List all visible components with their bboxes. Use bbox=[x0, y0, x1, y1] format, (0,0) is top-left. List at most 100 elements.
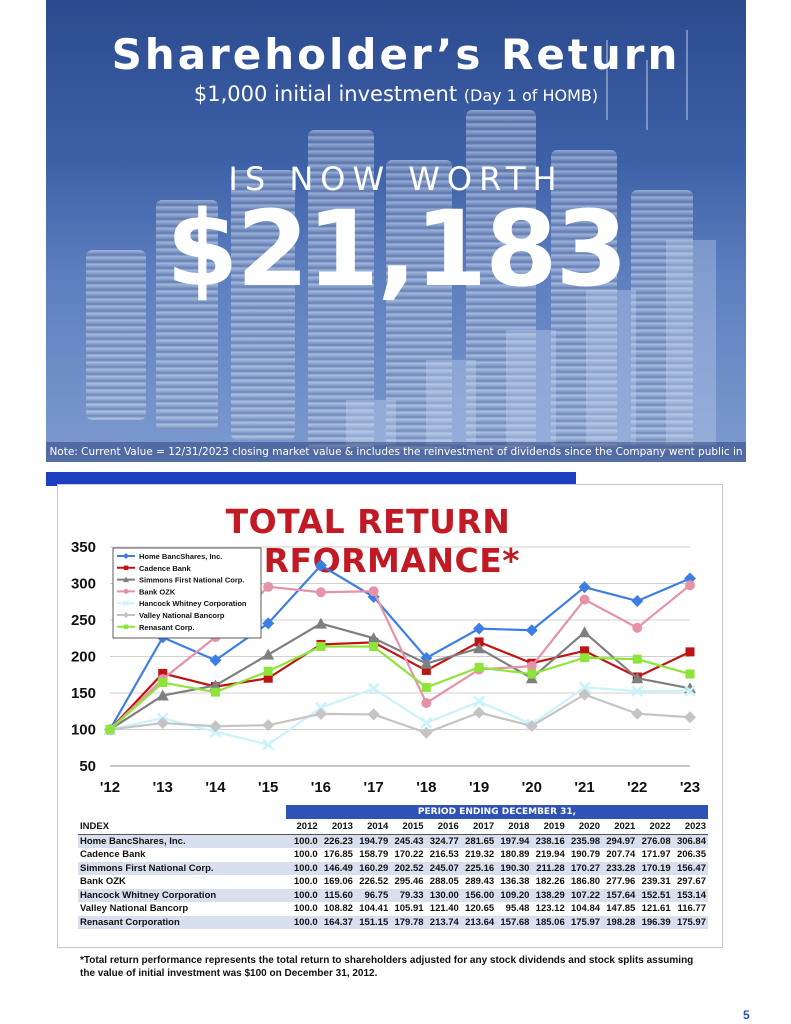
row-name: Home BancShares, Inc. bbox=[78, 834, 290, 848]
x-tick-label: '17 bbox=[364, 779, 384, 796]
hero-subtitle-small: (Day 1 of HOMB) bbox=[463, 86, 599, 105]
row-value: 169.06 bbox=[323, 876, 353, 887]
table-year-header: 2012 bbox=[290, 820, 320, 835]
data-point bbox=[578, 626, 591, 638]
data-point bbox=[473, 695, 485, 708]
row-name: Cadence Bank bbox=[80, 849, 146, 860]
table-period-header: PERIOD ENDING DECEMBER 31, bbox=[286, 805, 708, 819]
table-year-header: 2014 bbox=[354, 820, 391, 835]
data-point bbox=[579, 594, 590, 605]
coin-stack bbox=[156, 200, 218, 430]
row-value: 198.28 bbox=[602, 915, 638, 929]
y-tick-label: 250 bbox=[71, 612, 96, 629]
row-value: 239.31 bbox=[641, 876, 671, 887]
data-point bbox=[421, 697, 432, 708]
row-value: 294.97 bbox=[602, 834, 638, 848]
row-value: 213.74 bbox=[425, 915, 461, 929]
legend-entry: Bank OZK bbox=[139, 587, 176, 596]
data-point bbox=[684, 684, 696, 697]
row-name: Bank OZK bbox=[80, 876, 126, 887]
coin-stack bbox=[631, 190, 693, 450]
row-value: 115.60 bbox=[319, 888, 355, 902]
data-point bbox=[525, 719, 538, 732]
table-row: Home BancShares, Inc. 100.0 226.23 194.79 24… bbox=[78, 834, 708, 848]
row-value: 104.41 bbox=[359, 903, 389, 914]
bar-graphic bbox=[426, 360, 476, 445]
table-year-header: 2023 bbox=[672, 820, 708, 835]
row-name: Simmons First National Corp. bbox=[78, 861, 290, 875]
hero-subtitle: $1,000 initial investment (Day 1 of HOMB… bbox=[46, 82, 746, 106]
row-value: 156.47 bbox=[672, 861, 708, 875]
row-value: 238.16 bbox=[531, 834, 567, 848]
data-point bbox=[367, 632, 380, 644]
data-point bbox=[156, 689, 169, 701]
table-index-header: INDEX bbox=[78, 820, 290, 835]
data-point bbox=[158, 668, 168, 678]
row-name: Renasant Corporation bbox=[78, 915, 290, 929]
data-point bbox=[314, 559, 327, 572]
hero-title: Shareholder’s Return bbox=[111, 30, 681, 79]
data-point bbox=[123, 553, 129, 559]
row-value: 121.40 bbox=[429, 903, 459, 914]
row-value: 130.00 bbox=[425, 888, 461, 902]
y-tick-label: 300 bbox=[71, 576, 96, 593]
series-line bbox=[109, 640, 691, 731]
data-point bbox=[631, 707, 644, 720]
row-value: 175.97 bbox=[566, 915, 603, 929]
y-tick-label: 50 bbox=[79, 758, 96, 775]
x-tick-label: '12 bbox=[100, 779, 120, 796]
data-point bbox=[210, 687, 220, 697]
row-value: 100.0 bbox=[290, 915, 320, 929]
table-header-row: INDEX 2012 2013 2014 2015 2016 2017 2018 2019 202… bbox=[78, 820, 708, 835]
row-value: 123.12 bbox=[535, 903, 565, 914]
worth-label: IS NOW WORTH bbox=[228, 160, 564, 198]
table-year-header: 2022 bbox=[637, 820, 673, 835]
chart-legend: Home BancShares, Inc. Cadence Bank Simmons… bbox=[112, 547, 262, 639]
accent-strip bbox=[46, 472, 576, 486]
legend-entry: Valley National Bancorp bbox=[139, 611, 225, 620]
bar-graphic bbox=[666, 240, 716, 445]
row-value: 176.85 bbox=[323, 849, 353, 860]
row-value: 105.91 bbox=[394, 903, 424, 914]
row-value: 100.0 bbox=[293, 849, 318, 860]
y-axis-ticks: 50 100 150 200 250 300 350 bbox=[71, 539, 96, 775]
coin-stack bbox=[86, 250, 146, 420]
x-tick-label: '13 bbox=[153, 779, 173, 796]
data-point bbox=[263, 581, 274, 592]
row-value: 175.97 bbox=[672, 915, 708, 929]
data-point bbox=[123, 576, 129, 583]
row-value: 235.98 bbox=[566, 834, 603, 848]
row-value: 100.0 bbox=[293, 903, 318, 914]
row-value: 109.20 bbox=[496, 888, 532, 902]
x-tick-label: '16 bbox=[311, 779, 331, 796]
data-point bbox=[262, 648, 275, 660]
row-value: 207.74 bbox=[606, 849, 636, 860]
data-point bbox=[421, 665, 431, 675]
row-value: 79.33 bbox=[390, 888, 426, 902]
data-point bbox=[314, 617, 327, 629]
data-point bbox=[631, 672, 644, 684]
data-point bbox=[632, 622, 643, 633]
table-row: Renasant Corporation 100.0 164.37 151.15 179… bbox=[78, 915, 708, 929]
row-value: 276.08 bbox=[637, 834, 673, 848]
legend-entry: Simmons First National Corp. bbox=[139, 576, 244, 585]
row-value: 180.89 bbox=[500, 849, 530, 860]
coin-stack bbox=[231, 170, 295, 440]
table-year-header: 2019 bbox=[531, 820, 567, 835]
page-number: 5 bbox=[743, 1008, 750, 1022]
hero-note: Note: Current Value = 12/31/2023 closing… bbox=[46, 442, 746, 462]
row-value: 152.51 bbox=[637, 888, 673, 902]
data-point bbox=[315, 701, 327, 714]
row-value: 277.96 bbox=[606, 876, 636, 887]
row-value: 107.22 bbox=[566, 888, 603, 902]
row-value: 147.85 bbox=[606, 903, 636, 914]
x-tick-label: '15 bbox=[258, 779, 278, 796]
row-value: 95.48 bbox=[505, 903, 530, 914]
data-point bbox=[367, 682, 380, 695]
coin-stack bbox=[551, 150, 617, 450]
data-point bbox=[314, 707, 327, 720]
series-line bbox=[109, 645, 691, 731]
series-6 bbox=[105, 641, 695, 734]
data-point bbox=[262, 738, 275, 751]
row-value: 171.97 bbox=[641, 849, 671, 860]
